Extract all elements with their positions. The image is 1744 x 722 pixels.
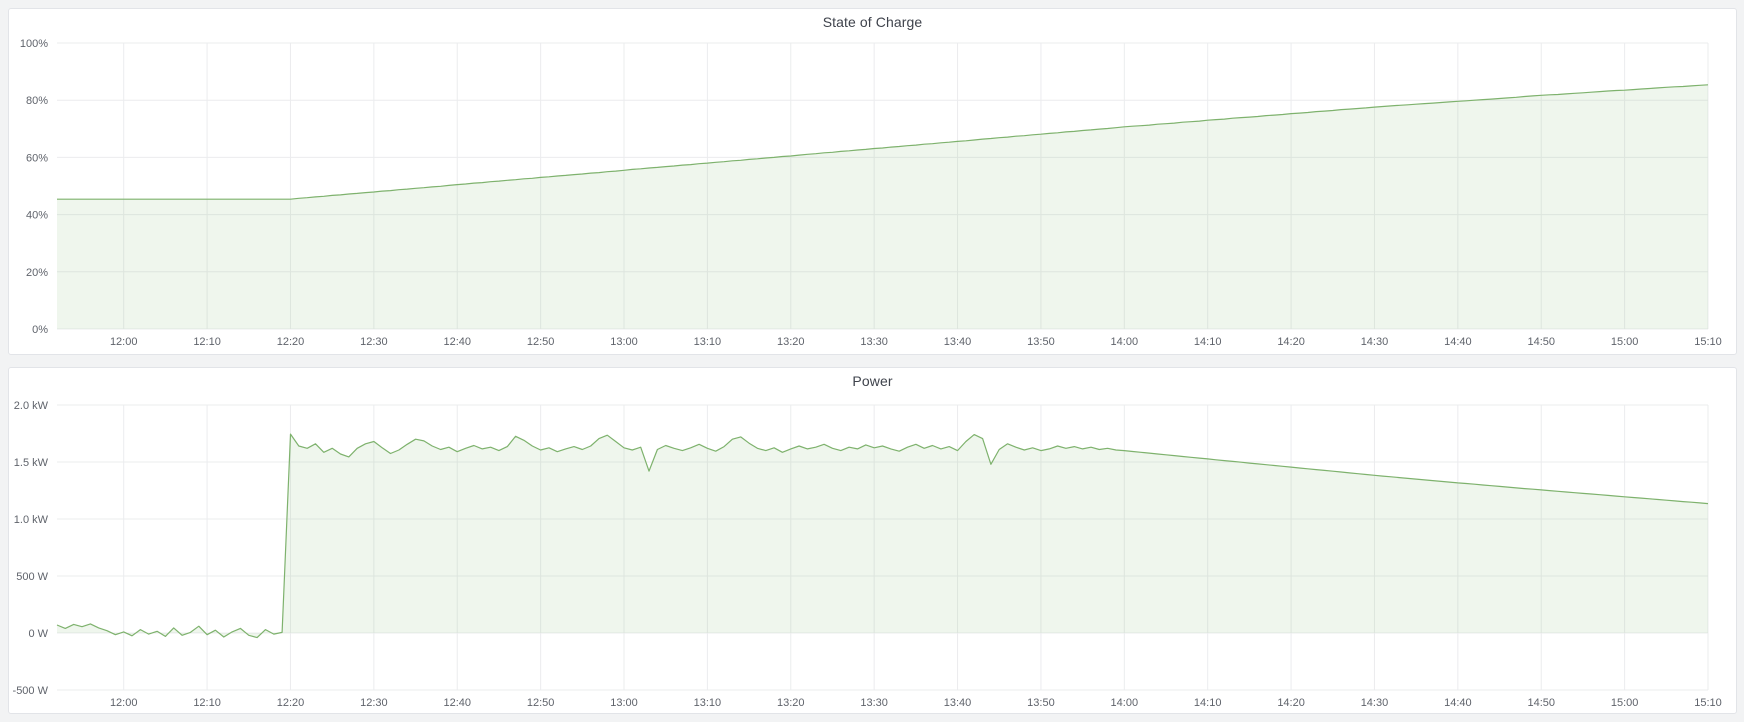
panel-title-power[interactable]: Power (852, 373, 893, 389)
x-tick-label: 13:20 (777, 697, 805, 709)
x-tick-label: 12:10 (193, 697, 221, 709)
panel-power: Power 12:00 12:10 12:20 12:30 12:40 12:50 13:0… (8, 367, 1737, 714)
x-tick-label: 15:10 (1694, 697, 1722, 709)
x-tick-label: 12:10 (193, 336, 221, 348)
y-tick-label: 100% (20, 38, 48, 50)
y-tick-label: -500 W (13, 685, 49, 697)
y-tick-label: 60% (26, 152, 48, 164)
x-tick-label: 13:20 (777, 336, 805, 348)
x-tick-label: 13:10 (694, 336, 722, 348)
x-tick-label: 14:00 (1111, 336, 1139, 348)
x-tick-label: 13:10 (694, 697, 722, 709)
x-tick-label: 13:40 (944, 336, 972, 348)
x-tick-label: 15:00 (1611, 697, 1639, 709)
x-tick-label: 14:30 (1361, 697, 1389, 709)
y-tick-label: 20% (26, 267, 48, 279)
power-chart[interactable]: 12:00 12:10 12:20 12:30 12:40 12:50 13:00 13:10… (9, 394, 1736, 713)
x-tick-label: 14:20 (1277, 336, 1305, 348)
x-tick-label: 14:00 (1111, 697, 1139, 709)
y-tick-label: 1.5 kW (14, 457, 49, 469)
x-tick-label: 13:30 (860, 336, 888, 348)
x-tick-label: 13:30 (860, 697, 888, 709)
x-tick-label: 12:20 (277, 697, 305, 709)
x-tick-label: 14:30 (1361, 336, 1389, 348)
x-tick-label: 13:00 (610, 336, 638, 348)
series-line-state-of-charge (57, 84, 1709, 200)
y-tick-label: 40% (26, 210, 48, 222)
panel-title-state-of-charge[interactable]: State of Charge (822, 14, 923, 30)
x-tick-label: 14:10 (1194, 336, 1222, 348)
x-tick-label: 12:00 (110, 336, 138, 348)
state-of-charge-chart[interactable]: 12:00 12:10 12:20 12:30 12:40 12:50 13:00 13:10… (9, 35, 1736, 354)
series-area-power (57, 434, 1708, 638)
x-tick-label: 15:00 (1611, 336, 1639, 348)
series-line-power (56, 433, 1709, 639)
x-tick-label: 14:50 (1527, 697, 1555, 709)
x-tick-label: 12:00 (110, 697, 138, 709)
y-tick-label: 1.0 kW (14, 514, 49, 526)
x-tick-label: 13:50 (1027, 697, 1055, 709)
y-tick-label: 0 W (28, 628, 48, 640)
y-tick-label: 500 W (16, 571, 48, 583)
x-tick-label: 15:10 (1694, 336, 1722, 348)
x-tick-label: 14:10 (1194, 697, 1222, 709)
x-tick-label: 13:50 (1027, 336, 1055, 348)
panel-state-of-charge: State of Charge 12:00 12:10 12:20 12:30 12:4… (8, 8, 1737, 355)
x-tick-label: 14:40 (1444, 697, 1472, 709)
x-tick-label: 12:40 (443, 697, 471, 709)
x-tick-label: 14:50 (1527, 336, 1555, 348)
x-tick-label: 13:00 (610, 697, 638, 709)
y-tick-label: 0% (32, 324, 48, 336)
x-tick-label: 12:50 (527, 697, 555, 709)
x-tick-label: 13:40 (944, 697, 972, 709)
x-tick-label: 14:20 (1277, 697, 1305, 709)
y-tick-label: 80% (26, 95, 48, 107)
x-tick-label: 12:40 (443, 336, 471, 348)
x-tick-label: 12:50 (527, 336, 555, 348)
x-tick-label: 12:30 (360, 336, 388, 348)
x-tick-label: 12:30 (360, 697, 388, 709)
x-tick-label: 14:40 (1444, 336, 1472, 348)
series-area-state-of-charge (57, 84, 1708, 329)
x-tick-label: 12:20 (277, 336, 305, 348)
y-tick-label: 2.0 kW (14, 400, 49, 412)
